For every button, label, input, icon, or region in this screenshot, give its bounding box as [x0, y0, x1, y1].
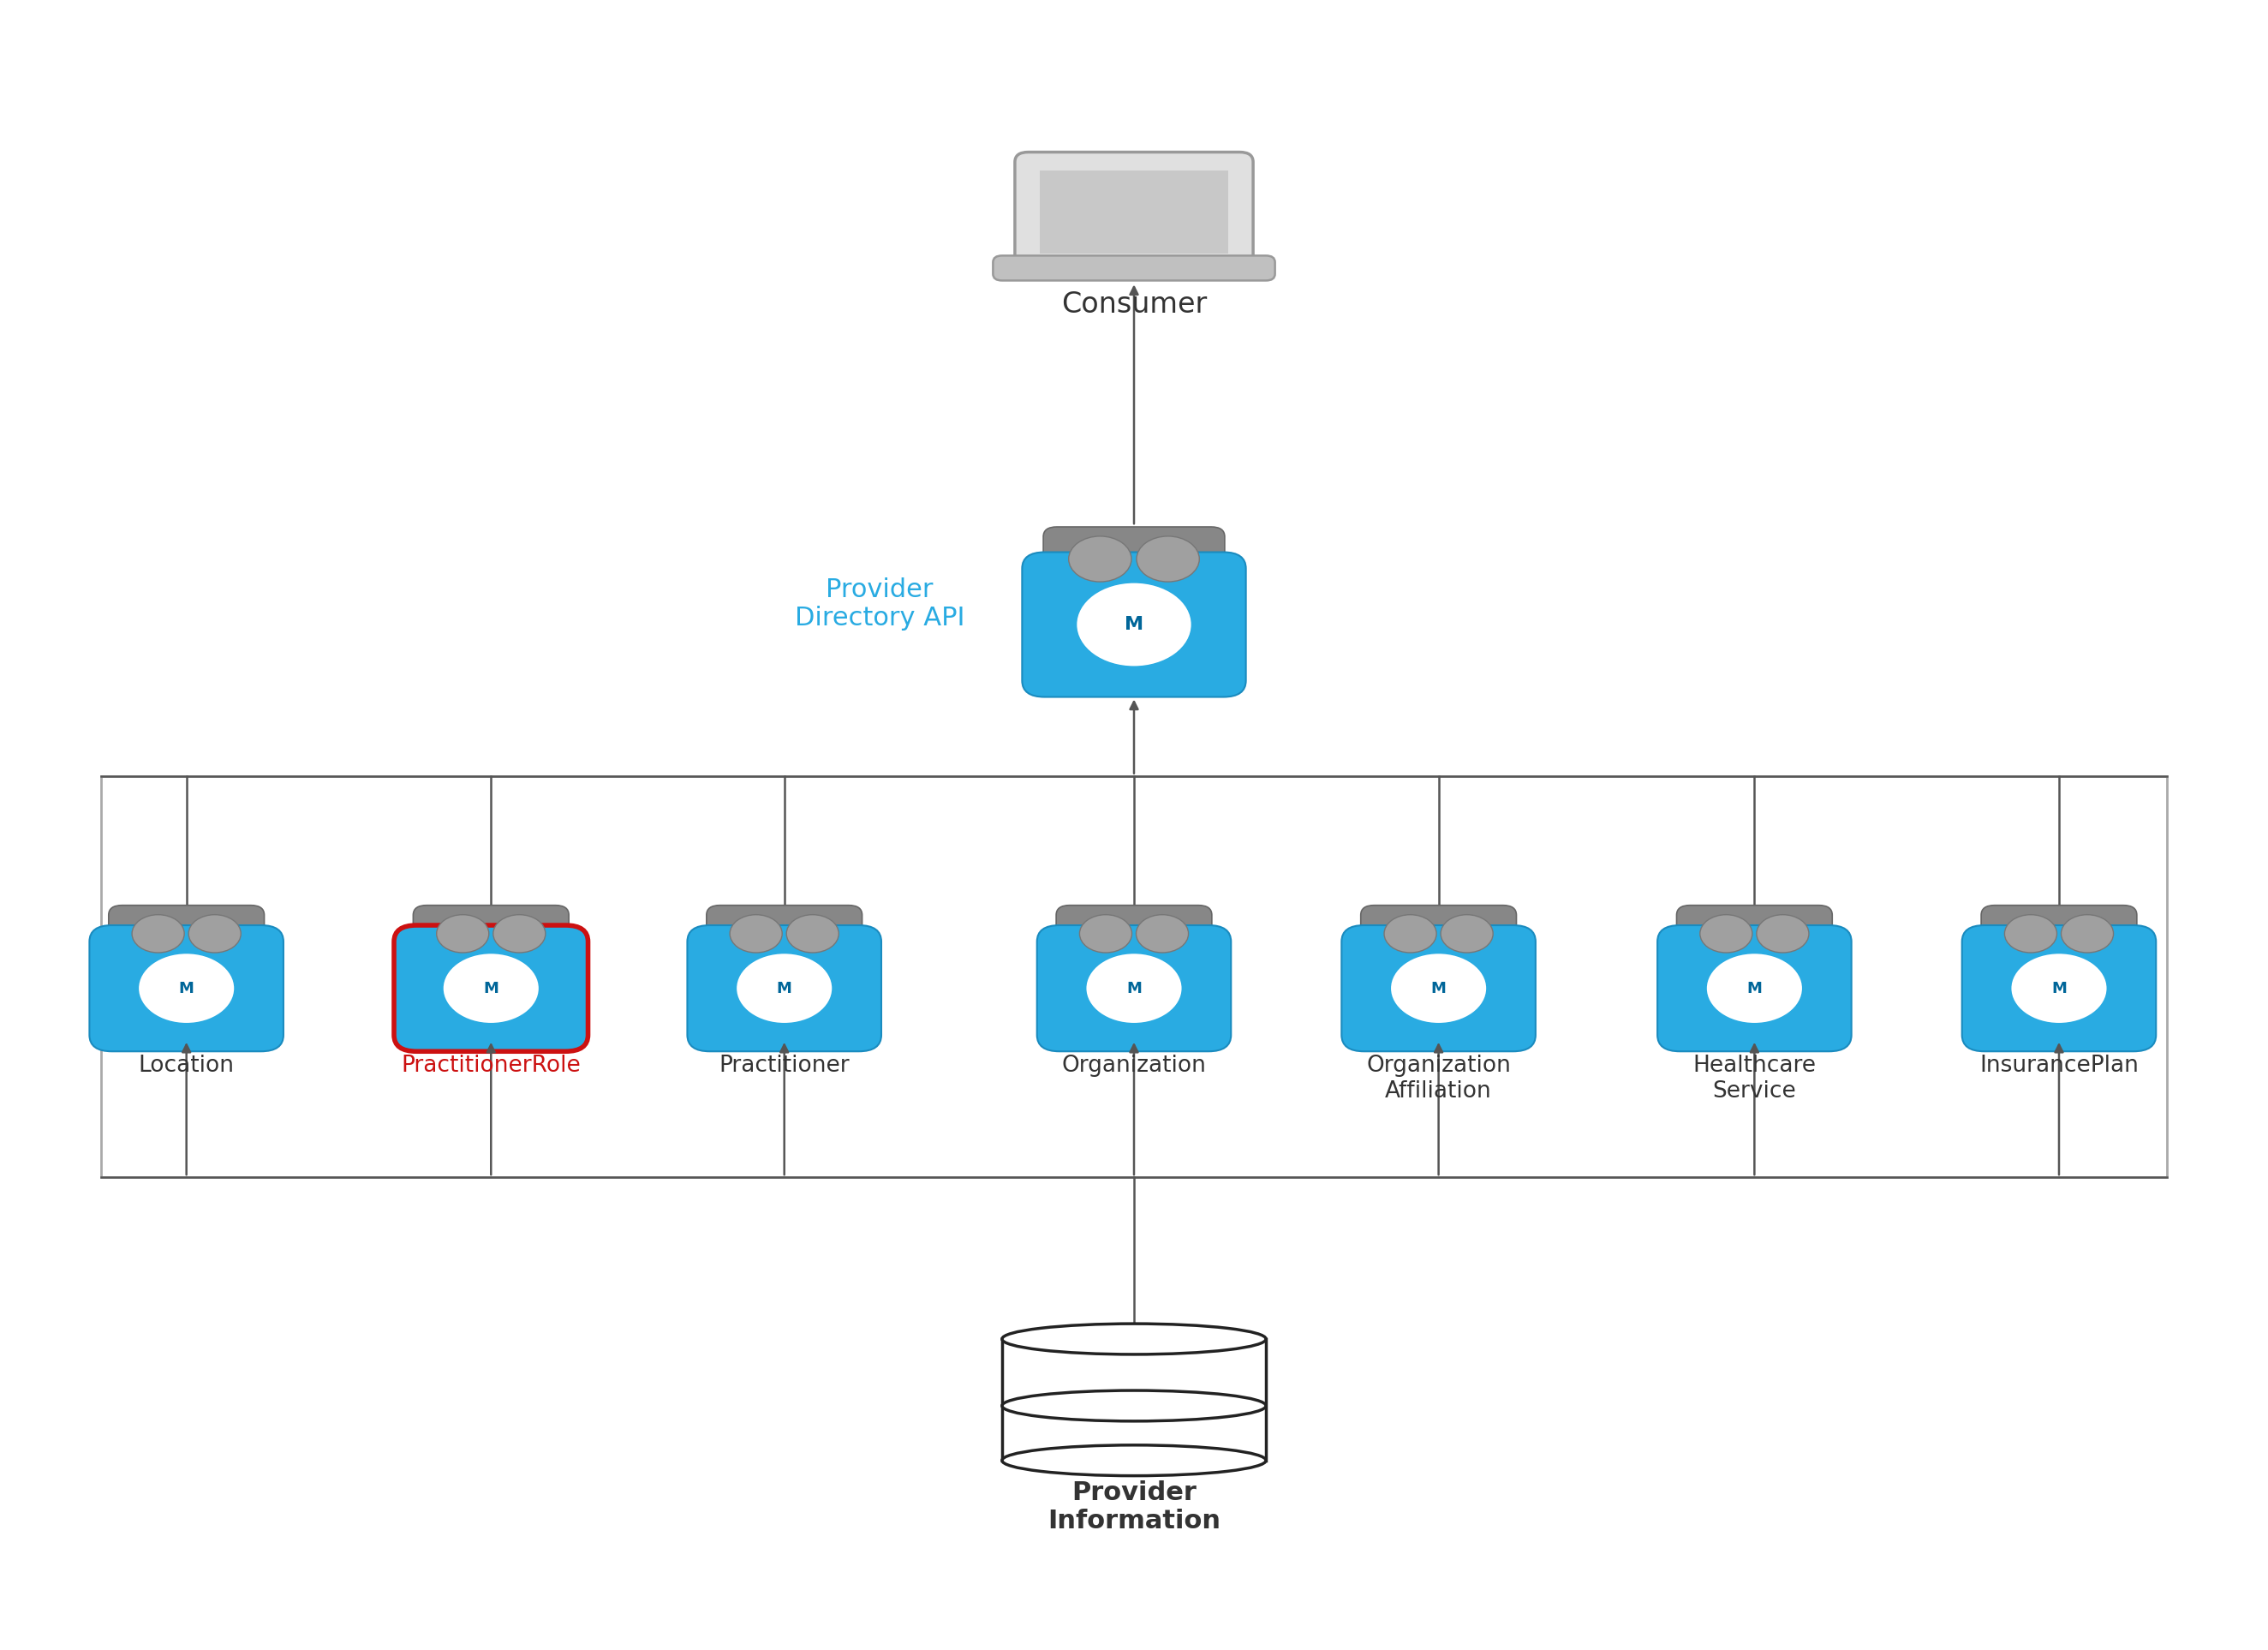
FancyBboxPatch shape	[1036, 926, 1232, 1051]
FancyBboxPatch shape	[88, 926, 284, 1051]
FancyBboxPatch shape	[1014, 152, 1254, 272]
Text: M: M	[1746, 980, 1762, 997]
FancyBboxPatch shape	[413, 906, 569, 967]
Text: Consumer: Consumer	[1061, 290, 1207, 318]
FancyBboxPatch shape	[687, 926, 882, 1051]
Circle shape	[132, 914, 184, 952]
Text: InsurancePlan: InsurancePlan	[1980, 1054, 2139, 1077]
Text: M: M	[483, 980, 499, 997]
Text: Location: Location	[138, 1054, 234, 1077]
FancyBboxPatch shape	[1057, 906, 1211, 967]
Circle shape	[1136, 536, 1200, 582]
FancyBboxPatch shape	[1361, 906, 1517, 967]
Circle shape	[1080, 914, 1132, 952]
FancyBboxPatch shape	[1043, 526, 1225, 596]
Circle shape	[1068, 536, 1132, 582]
Bar	[1002, 1340, 1266, 1460]
Circle shape	[1383, 914, 1436, 952]
Circle shape	[492, 914, 547, 952]
Circle shape	[188, 914, 240, 952]
Ellipse shape	[1002, 1445, 1266, 1475]
Circle shape	[445, 954, 538, 1023]
Circle shape	[1390, 954, 1486, 1023]
Circle shape	[2062, 914, 2114, 952]
Text: M: M	[179, 980, 195, 997]
FancyBboxPatch shape	[109, 906, 265, 967]
Circle shape	[1708, 954, 1803, 1023]
Circle shape	[737, 954, 832, 1023]
Text: PractitionerRole: PractitionerRole	[401, 1054, 581, 1077]
Circle shape	[2012, 954, 2107, 1023]
Ellipse shape	[1002, 1391, 1266, 1421]
Circle shape	[730, 914, 782, 952]
FancyBboxPatch shape	[1982, 906, 2136, 967]
Text: Organization
Affiliation: Organization Affiliation	[1365, 1054, 1510, 1102]
Circle shape	[1077, 582, 1191, 667]
Text: Practitioner: Practitioner	[719, 1054, 850, 1077]
Text: Provider
Directory API: Provider Directory API	[794, 577, 964, 630]
FancyBboxPatch shape	[1658, 926, 1851, 1051]
FancyBboxPatch shape	[1676, 906, 1833, 967]
Bar	[1039, 170, 1229, 254]
Text: M: M	[2050, 980, 2066, 997]
Text: Healthcare
Service: Healthcare Service	[1692, 1054, 1817, 1102]
Text: M: M	[1431, 980, 1447, 997]
Circle shape	[1701, 914, 1753, 952]
Circle shape	[787, 914, 839, 952]
FancyBboxPatch shape	[1962, 926, 2157, 1051]
Text: M: M	[776, 980, 792, 997]
Circle shape	[1136, 914, 1188, 952]
Circle shape	[1086, 954, 1182, 1023]
Text: M: M	[1125, 615, 1143, 634]
Ellipse shape	[1002, 1323, 1266, 1355]
FancyBboxPatch shape	[705, 906, 862, 967]
Circle shape	[1440, 914, 1492, 952]
Text: Provider
Information: Provider Information	[1048, 1480, 1220, 1534]
FancyBboxPatch shape	[1343, 926, 1535, 1051]
Text: Organization: Organization	[1061, 1054, 1207, 1077]
Text: M: M	[1127, 980, 1141, 997]
Circle shape	[435, 914, 490, 952]
FancyBboxPatch shape	[993, 256, 1275, 280]
FancyBboxPatch shape	[395, 926, 587, 1051]
FancyBboxPatch shape	[1023, 553, 1245, 696]
Circle shape	[1758, 914, 1810, 952]
Circle shape	[138, 954, 234, 1023]
Circle shape	[2005, 914, 2057, 952]
